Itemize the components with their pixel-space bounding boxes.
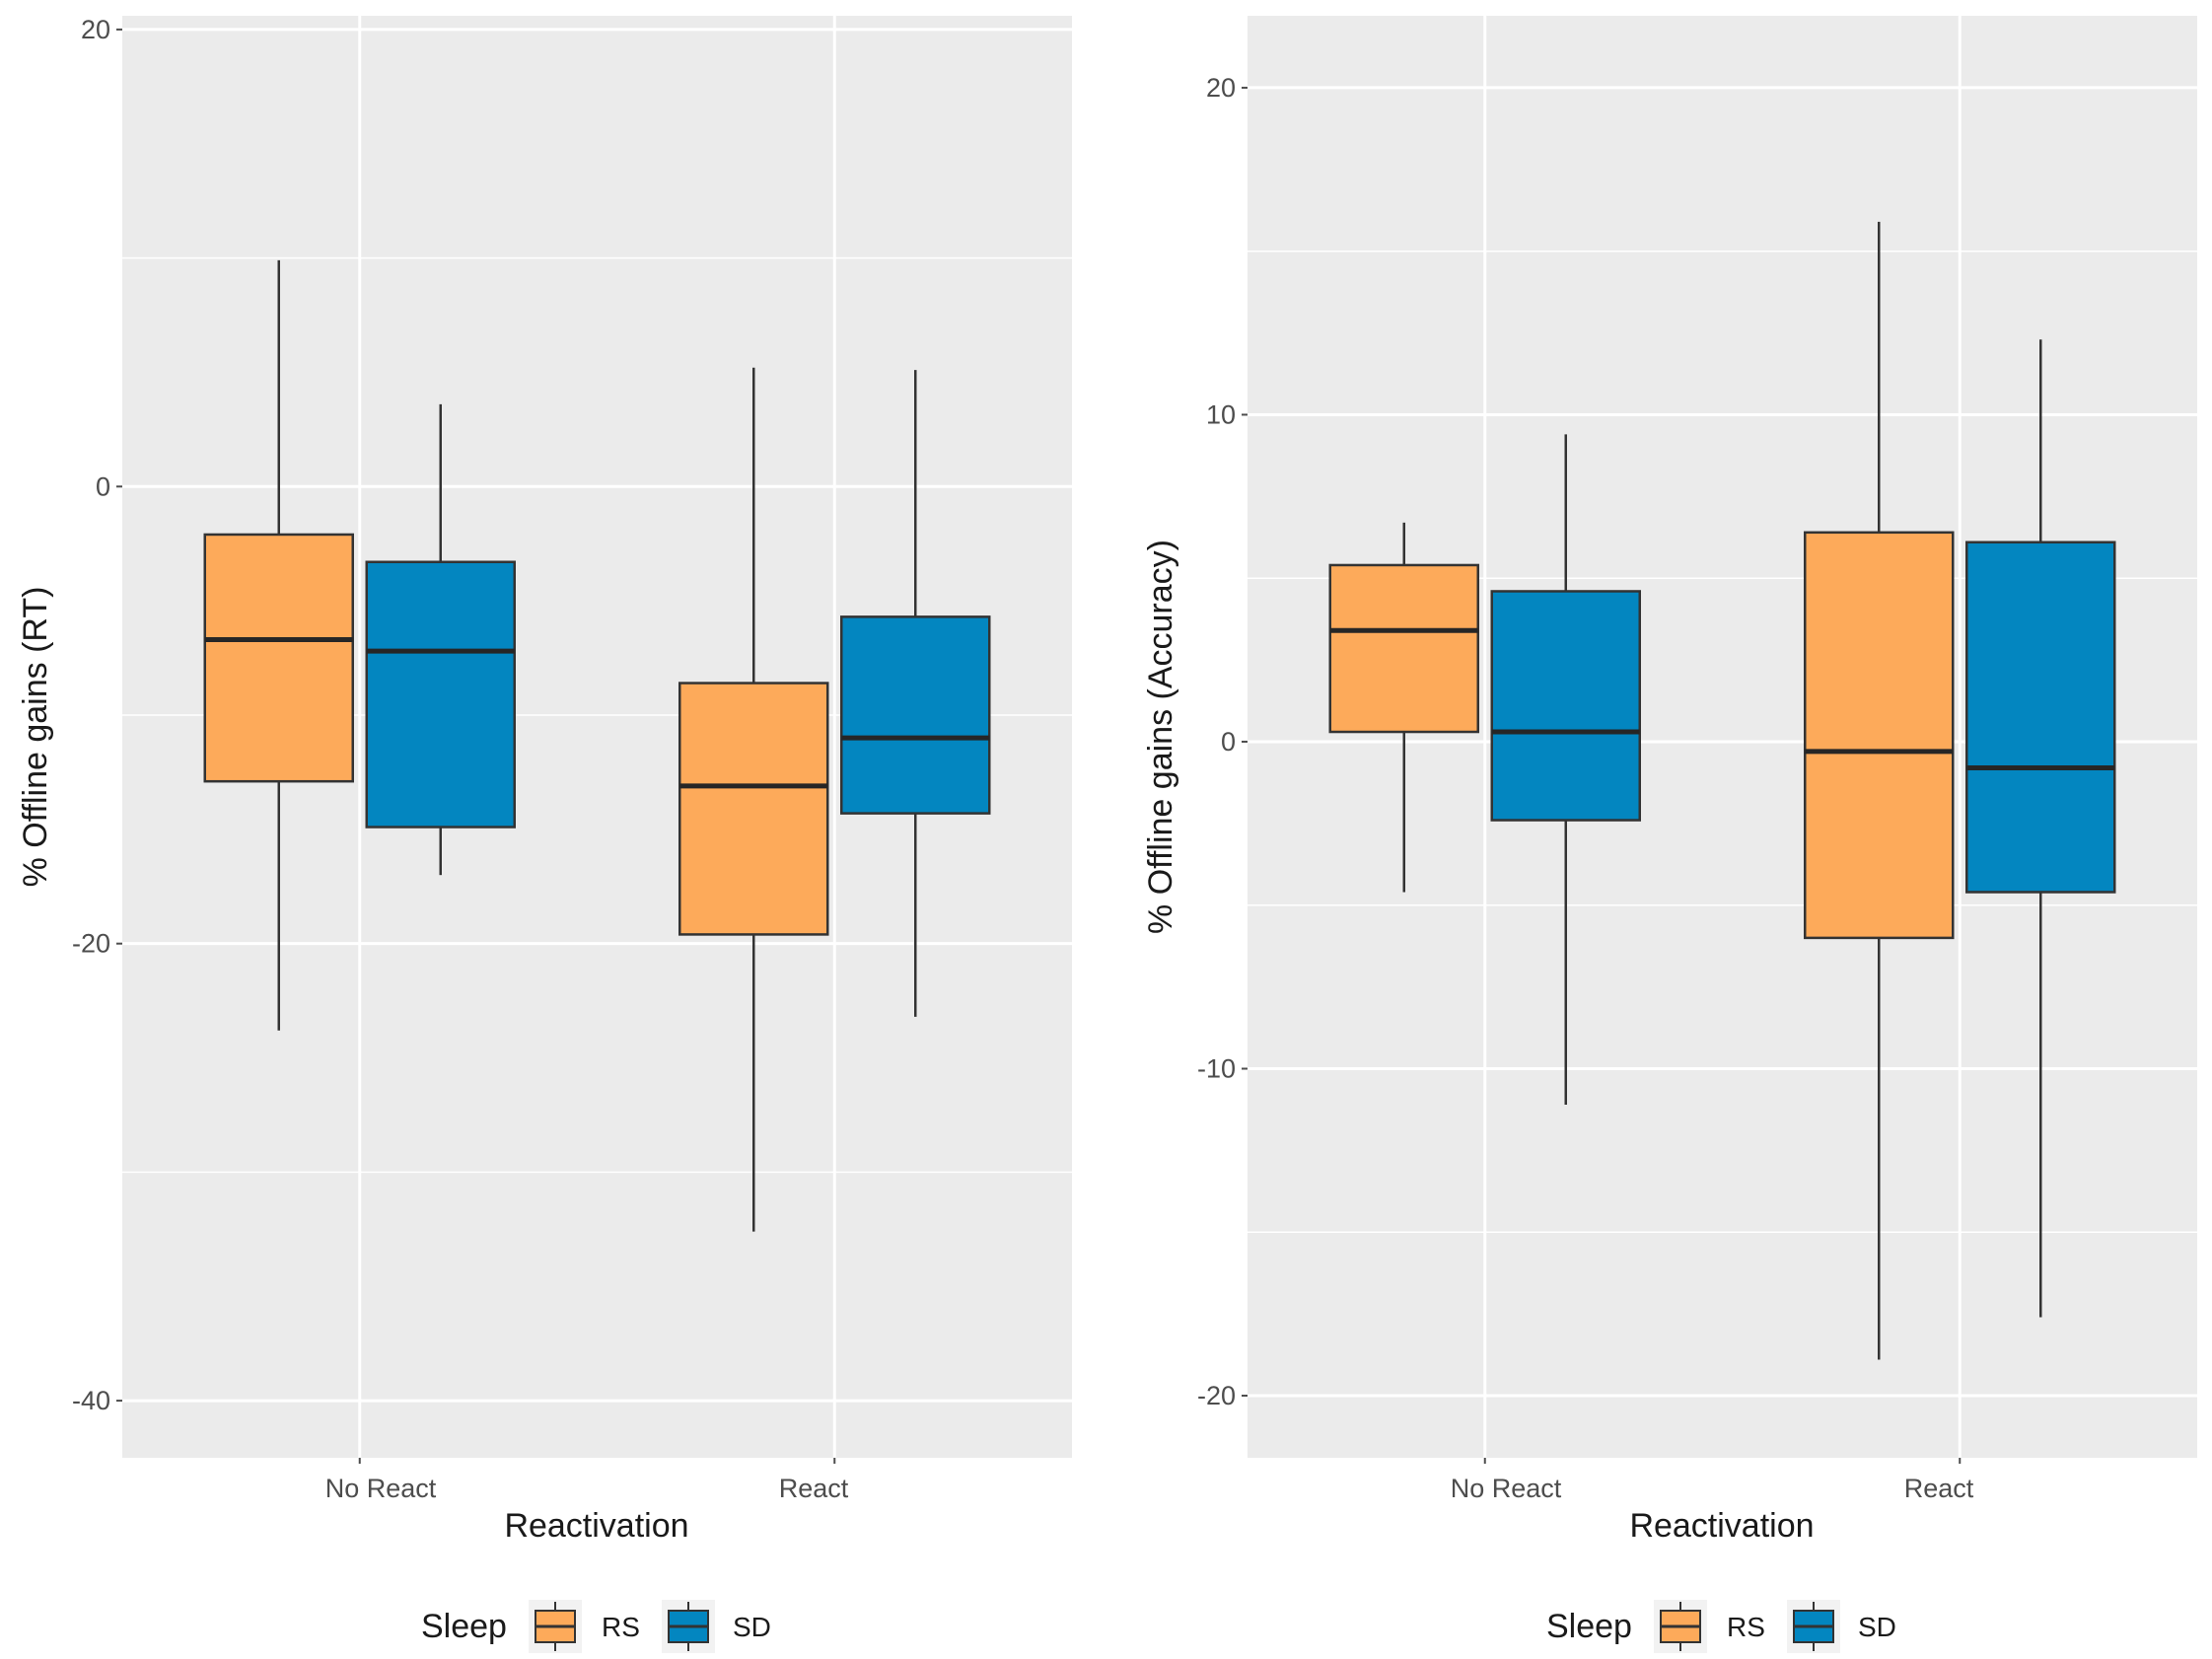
box-iqr — [1804, 531, 1955, 940]
boxes-layer — [203, 259, 991, 1232]
legend-key-rs — [529, 1600, 582, 1653]
legend-title: Sleep — [1546, 1608, 1632, 1645]
box-iqr — [840, 615, 991, 815]
x-axis-title: Reactivation — [504, 1507, 688, 1545]
box-sd-react — [840, 370, 991, 1017]
x-axis-title: Reactivation — [1629, 1507, 1814, 1545]
legend: Sleep RS SD — [421, 1600, 771, 1653]
y-tick-label: -20 — [1197, 1381, 1236, 1410]
box-sd-react — [1965, 339, 2116, 1318]
box-rs-no-react — [203, 259, 354, 1031]
y-tick-label: 0 — [96, 471, 110, 501]
x-tick-label-react: React — [1904, 1474, 1974, 1503]
legend-key-rs — [1654, 1600, 1707, 1653]
x-axis-ticks: No React React — [1451, 1474, 1974, 1503]
y-axis-ticks: -20 -10 0 10 20 — [1197, 73, 1962, 1464]
legend-key-sd — [662, 1600, 715, 1653]
legend-key-sd — [1787, 1600, 1840, 1653]
x-tick-label-no-react: No React — [1451, 1474, 1562, 1503]
y-tick-label: 0 — [1221, 727, 1236, 757]
box-iqr — [1965, 541, 2116, 894]
box-iqr — [203, 533, 354, 783]
box-rs-react — [1804, 221, 1955, 1360]
legend-label-rs: RS — [1727, 1612, 1765, 1642]
legend: Sleep RS SD — [1546, 1600, 1896, 1653]
box-rs-react — [678, 367, 829, 1232]
legend-label-sd: SD — [733, 1612, 771, 1642]
box-iqr — [365, 560, 516, 829]
legend-label-rs: RS — [602, 1612, 640, 1642]
y-tick-label: -20 — [72, 929, 110, 959]
y-tick-label: 10 — [1206, 399, 1236, 429]
rt-boxplot-panel: -40 -20 0 20 No React React Reactivation % … — [17, 15, 1072, 1653]
y-axis-ticks: -40 -20 0 20 — [72, 15, 836, 1464]
major-gridlines — [122, 16, 1072, 1458]
y-tick-label: -40 — [72, 1386, 110, 1415]
boxes-layer — [1328, 221, 2116, 1360]
box-iqr — [678, 682, 829, 936]
x-tick-label-no-react: No React — [325, 1474, 437, 1503]
y-tick-label: 20 — [81, 15, 110, 44]
legend-label-sd: SD — [1858, 1612, 1896, 1642]
box-iqr — [1328, 563, 1479, 734]
legend-title: Sleep — [421, 1608, 507, 1645]
box-sd-no-react — [365, 403, 516, 876]
y-tick-label: 20 — [1206, 73, 1236, 103]
box-rs-no-react — [1328, 522, 1479, 893]
box-iqr — [1490, 590, 1641, 822]
x-axis-ticks: No React React — [325, 1474, 849, 1503]
x-tick-label-react: React — [779, 1474, 849, 1503]
box-sd-no-react — [1490, 434, 1641, 1105]
y-axis-title: % Offline gains (Accuracy) — [1142, 540, 1179, 934]
y-tick-label: -10 — [1197, 1053, 1236, 1083]
y-axis-title: % Offline gains (RT) — [17, 587, 54, 888]
